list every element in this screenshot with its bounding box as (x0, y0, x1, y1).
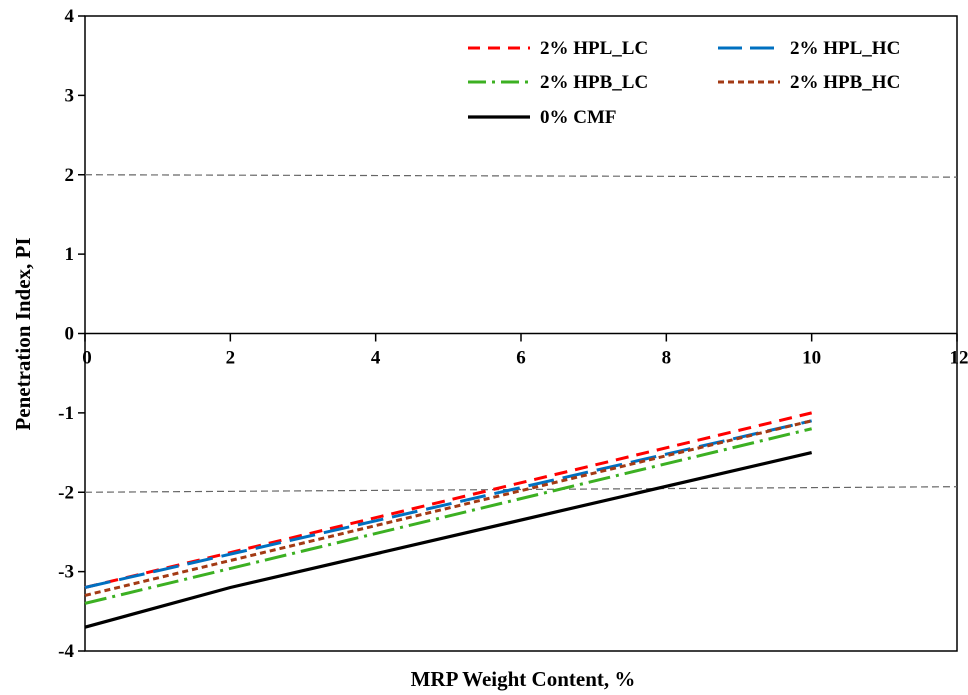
y-tick-label: -3 (58, 562, 74, 583)
legend-label: 2% HPL_LC (540, 38, 648, 59)
y-axis-title: Penetration Index, PI (11, 237, 35, 430)
series-line-2-hpb-lc (84, 427, 813, 605)
y-tick-label: 4 (65, 6, 75, 27)
series-lines (84, 411, 813, 629)
reference-lines (84, 174, 958, 493)
legend-label: 2% HPB_HC (790, 72, 900, 93)
x-tick-label: 0 (82, 348, 92, 369)
legend-label: 0% CMF (540, 107, 617, 128)
legend-label: 2% HPB_LC (540, 72, 648, 93)
x-tick-label: 8 (662, 348, 672, 369)
series-line-2-hpl-hc (84, 419, 813, 589)
x-tick-label: 4 (371, 348, 381, 369)
y-tick-label: 3 (65, 85, 75, 106)
series-line-2-hpb-hc (84, 419, 813, 597)
x-tick-label: 10 (802, 348, 821, 369)
legend: 2% HPL_LC 2% HPL_HC 2% HPB_LC 2% HPB_HC 0% C… (468, 38, 900, 128)
reference-line-2 (84, 486, 958, 493)
legend-label: 2% HPL_HC (790, 38, 900, 59)
y-tick-label: -4 (58, 641, 74, 662)
x-tick-label: 12 (950, 348, 968, 369)
series-line-0-cmf (84, 451, 813, 629)
y-tick-label: 2 (65, 165, 75, 186)
reference-line-1 (84, 174, 958, 178)
x-axis-title: MRP Weight Content, % (411, 667, 636, 691)
y-tick-label: 0 (65, 324, 75, 345)
y-tick-label: -2 (58, 482, 74, 503)
y-tick-label: 1 (65, 244, 75, 265)
x-tick-label: 6 (516, 348, 526, 369)
y-tick-label: -1 (58, 403, 74, 424)
x-tick-label: 2 (226, 348, 236, 369)
